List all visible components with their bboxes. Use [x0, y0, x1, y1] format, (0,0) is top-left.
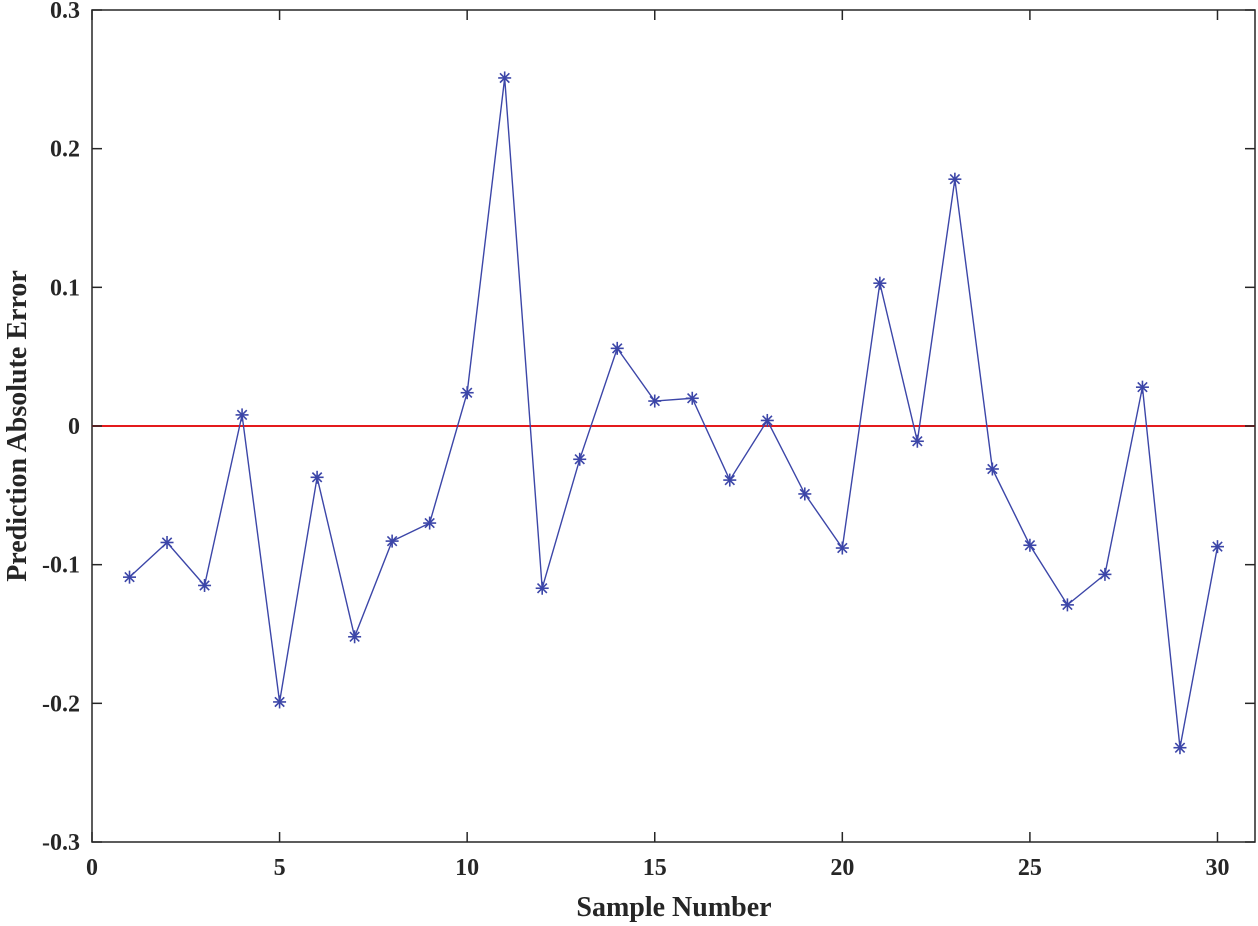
marker-stroke [1137, 381, 1148, 393]
marker-stroke [274, 696, 285, 708]
data-point-marker [1210, 540, 1224, 554]
marker-stroke [724, 474, 736, 486]
x-tick-label: 10 [455, 855, 479, 881]
data-point-marker [1098, 567, 1112, 581]
series-line [129, 77, 1219, 748]
series-layer [123, 71, 1224, 755]
x-tick-label: 25 [1018, 855, 1042, 881]
marker-stroke [687, 393, 698, 404]
marker-stroke [1062, 599, 1073, 611]
data-point-marker [910, 434, 924, 448]
y-tick-label: -0.3 [42, 830, 80, 856]
marker-stroke [161, 537, 173, 548]
marker-stroke [987, 463, 998, 475]
y-axis: -0.3 -0.2 -0.1 0 0.1 0.2 0.3 [42, 0, 1255, 856]
marker-stroke [199, 580, 210, 591]
marker-stroke [649, 395, 660, 407]
marker-stroke [499, 72, 510, 84]
data-point-marker [385, 534, 399, 548]
marker-stroke [574, 454, 585, 465]
data-point-marker [685, 391, 699, 405]
data-point-marker [198, 578, 212, 592]
x-tick-label: 5 [274, 855, 286, 881]
marker-stroke [424, 517, 435, 529]
data-point-marker [498, 71, 512, 85]
x-axis: 0 5 10 15 20 25 30 [86, 10, 1229, 881]
marker-stroke [912, 436, 923, 447]
marker-stroke [236, 409, 248, 421]
data-point-marker [948, 172, 962, 186]
data-point-marker [610, 341, 624, 355]
y-axis-title: Prediction Absolute Error [2, 270, 33, 582]
marker-stroke [1099, 569, 1111, 580]
marker-stroke [311, 472, 323, 483]
y-tick-label: -0.1 [42, 553, 80, 579]
data-point-marker [648, 394, 662, 408]
y-tick-label: 0 [68, 414, 80, 440]
marker-stroke [874, 277, 886, 289]
data-point-marker [1135, 380, 1149, 394]
marker-stroke [1174, 742, 1186, 753]
x-tick-label: 0 [86, 855, 98, 881]
data-point-marker [423, 516, 437, 530]
data-point-marker [573, 452, 587, 466]
data-point-marker [1173, 741, 1187, 755]
data-point-marker [760, 413, 774, 427]
marker-stroke [837, 542, 848, 554]
marker-stroke [1212, 541, 1223, 552]
marker-stroke [1024, 540, 1036, 551]
marker-stroke [461, 387, 473, 398]
data-point-marker [348, 630, 362, 644]
data-point-marker [798, 487, 812, 501]
y-tick-label: 0.2 [50, 137, 80, 163]
x-tick-label: 30 [1205, 855, 1229, 881]
data-point-marker [985, 462, 999, 476]
data-point-marker [123, 570, 137, 584]
marker-stroke [949, 173, 961, 185]
y-tick-label: -0.2 [42, 691, 80, 717]
data-point-marker [1060, 598, 1074, 612]
data-point-marker [235, 408, 249, 422]
data-point-marker [535, 581, 549, 595]
marker-stroke [762, 415, 773, 426]
x-tick-label: 20 [830, 855, 854, 881]
data-point-marker [310, 470, 324, 484]
marker-stroke [386, 535, 398, 547]
x-tick-label: 15 [643, 855, 667, 881]
data-point-marker [835, 541, 849, 555]
data-point-marker [1023, 538, 1037, 552]
data-point-marker [723, 473, 737, 487]
y-tick-label: 0.1 [50, 275, 80, 301]
x-axis-title: Sample Number [576, 892, 771, 923]
marker-stroke [799, 488, 811, 500]
marker-stroke [536, 582, 548, 594]
data-point-marker [873, 276, 887, 290]
marker-stroke [349, 631, 360, 643]
data-point-marker [160, 535, 174, 549]
data-point-marker [273, 695, 287, 709]
data-point-marker [460, 386, 474, 400]
marker-stroke [611, 343, 623, 354]
marker-stroke [124, 571, 135, 583]
y-tick-label: 0.3 [50, 0, 80, 24]
